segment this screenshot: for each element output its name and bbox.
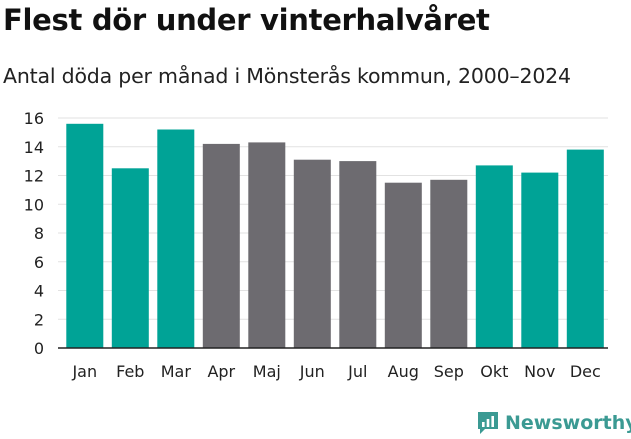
bar-jul <box>339 161 377 348</box>
chart-subtitle: Antal döda per månad i Mönsterås kommun,… <box>3 64 571 88</box>
x-tick-label: Dec <box>570 362 601 381</box>
bar-apr <box>202 143 240 348</box>
y-tick-label: 10 <box>24 195 44 214</box>
bar-jun <box>293 159 331 348</box>
x-tick-label: Maj <box>253 362 281 381</box>
y-tick-label: 6 <box>34 253 44 272</box>
x-tick-label: Sep <box>434 362 464 381</box>
newsworthy-logo-icon <box>478 412 498 434</box>
y-tick-label: 16 <box>24 109 44 128</box>
bar-feb <box>111 168 149 348</box>
x-tick-label: Feb <box>116 362 144 381</box>
bar-nov <box>521 172 559 348</box>
y-tick-label: 0 <box>34 339 44 358</box>
x-tick-label: Jun <box>299 362 325 381</box>
x-tick-label: Jan <box>71 362 97 381</box>
bar-jan <box>66 123 104 349</box>
brand-name: Newsworthy <box>505 412 631 434</box>
y-tick-label: 14 <box>24 138 44 157</box>
brand-logo: Newsworthy <box>476 408 631 438</box>
y-tick-label: 4 <box>34 282 44 301</box>
y-tick-label: 12 <box>24 167 44 186</box>
x-tick-label: Okt <box>480 362 508 381</box>
y-tick-label: 8 <box>34 224 44 243</box>
chart-title: Flest dör under vinterhalvåret <box>3 3 490 37</box>
bar-mar <box>157 129 195 348</box>
y-tick-label: 2 <box>34 310 44 329</box>
x-tick-label: Nov <box>524 362 555 381</box>
x-tick-label: Aug <box>388 362 419 381</box>
bar-aug <box>384 182 422 348</box>
x-tick-label: Mar <box>161 362 192 381</box>
bar-maj <box>248 142 286 348</box>
x-tick-label: Jul <box>347 362 367 381</box>
bar-chart: 0 2 4 6 8 10 12 14 16 Jan Feb Mar Apr Maj Jun Jul Aug Sep… <box>24 109 608 381</box>
bar-okt <box>475 165 513 348</box>
bar-sep <box>430 179 468 348</box>
x-tick-label: Apr <box>207 362 235 381</box>
bar-dec <box>566 149 604 348</box>
